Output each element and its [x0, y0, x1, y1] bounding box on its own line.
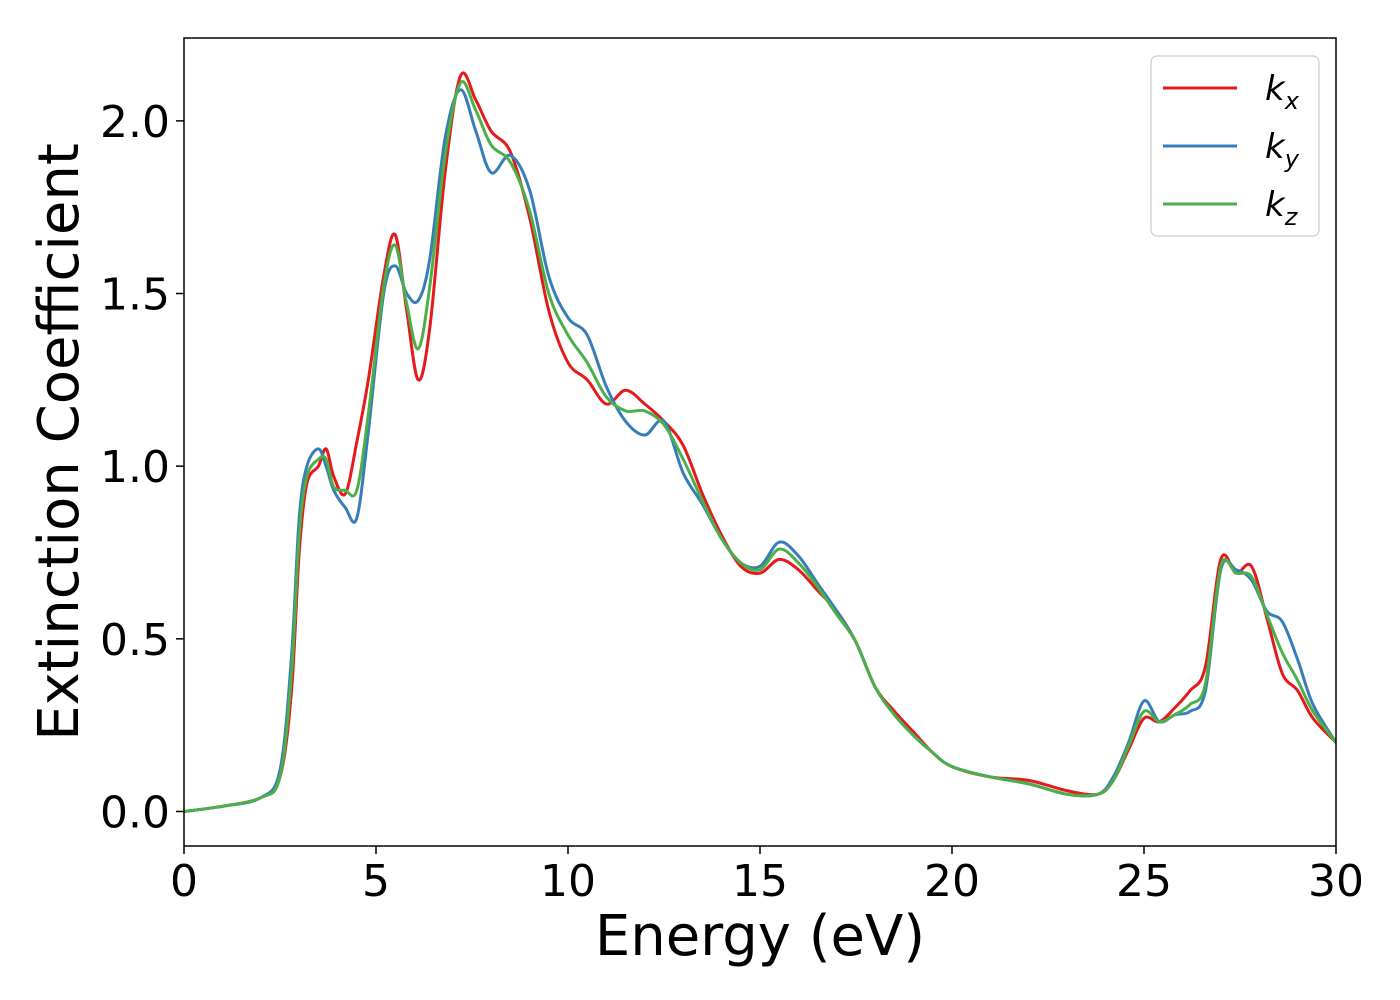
- x-tick-label: 20: [924, 856, 980, 907]
- x-tick-label: 30: [1308, 856, 1364, 907]
- y-tick-label: 1.5: [100, 270, 170, 321]
- y-tick-label: 2.0: [100, 97, 170, 148]
- legend-label-kx: kx: [1265, 69, 1300, 115]
- legend: kx ky kz: [1150, 55, 1320, 237]
- y-tick-label: 1.0: [100, 442, 170, 493]
- y-axis-label: Extinction Coefficient: [27, 143, 92, 741]
- y-axis-ticks: 0.0 0.5 1.0 1.5 2.0: [100, 97, 184, 838]
- y-tick-label: 0.5: [100, 615, 170, 666]
- x-tick-label: 15: [732, 856, 788, 907]
- legend-label-ky: ky: [1265, 127, 1300, 173]
- x-tick-label: 0: [170, 856, 198, 907]
- x-tick-label: 10: [540, 856, 596, 907]
- series-line-kz: [184, 80, 1336, 813]
- series-layer: [184, 71, 1336, 813]
- y-tick-label: 0.0: [100, 787, 170, 838]
- x-axis-ticks: 0 5 10 15 20 25 30: [170, 846, 1364, 907]
- x-axis-label: Energy (eV): [595, 904, 925, 969]
- x-tick-label: 25: [1116, 856, 1172, 907]
- legend-label-kz: kz: [1265, 185, 1299, 231]
- x-tick-label: 5: [362, 856, 390, 907]
